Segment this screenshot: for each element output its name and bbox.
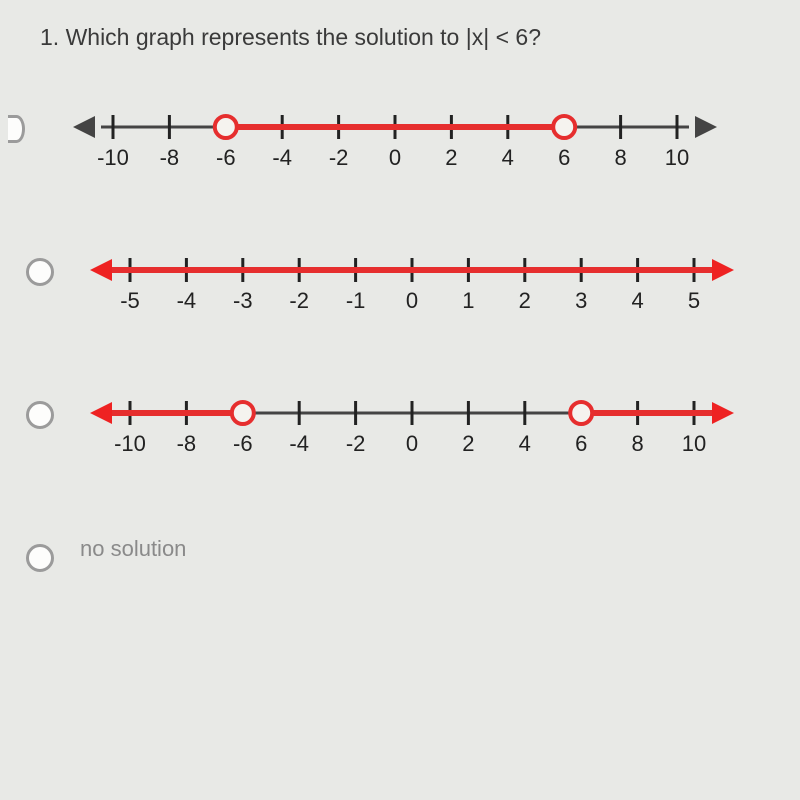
svg-text:-2: -2 — [329, 145, 349, 170]
svg-text:-2: -2 — [346, 431, 366, 456]
svg-text:2: 2 — [445, 145, 457, 170]
svg-text:-3: -3 — [233, 288, 253, 313]
svg-text:-2: -2 — [289, 288, 309, 313]
svg-text:8: 8 — [631, 431, 643, 456]
number-line-3: -10 -8 -6 -4 -2 0 2 4 6 8 10 — [72, 383, 774, 478]
option-4-radio[interactable] — [26, 544, 54, 572]
svg-text:6: 6 — [558, 145, 570, 170]
number-line-1: -10 -8 -6 -4 -2 0 2 4 6 8 10 — [55, 97, 774, 192]
svg-text:-4: -4 — [177, 288, 197, 313]
svg-text:-6: -6 — [233, 431, 253, 456]
svg-text:-5: -5 — [120, 288, 140, 313]
svg-text:2: 2 — [462, 431, 474, 456]
svg-text:0: 0 — [406, 288, 418, 313]
svg-text:4: 4 — [502, 145, 514, 170]
svg-text:0: 0 — [406, 431, 418, 456]
svg-text:0: 0 — [389, 145, 401, 170]
svg-text:-10: -10 — [97, 145, 129, 170]
svg-text:-8: -8 — [177, 431, 197, 456]
svg-text:-10: -10 — [114, 431, 146, 456]
number-line-2: -5 -4 -3 -2 -1 0 1 2 3 4 5 — [72, 240, 774, 335]
svg-text:-6: -6 — [216, 145, 236, 170]
svg-text:-8: -8 — [160, 145, 180, 170]
svg-text:10: 10 — [682, 431, 706, 456]
option-3-radio[interactable] — [26, 401, 54, 429]
option-4-label: no solution — [80, 536, 186, 562]
svg-text:-1: -1 — [346, 288, 366, 313]
svg-text:5: 5 — [688, 288, 700, 313]
option-1-radio[interactable] — [8, 115, 25, 143]
svg-text:8: 8 — [614, 145, 626, 170]
svg-text:10: 10 — [665, 145, 689, 170]
svg-text:-4: -4 — [289, 431, 309, 456]
question-text: 1. Which graph represents the solution t… — [40, 24, 774, 51]
svg-text:1: 1 — [462, 288, 474, 313]
svg-text:4: 4 — [519, 431, 531, 456]
svg-text:4: 4 — [631, 288, 643, 313]
svg-text:3: 3 — [575, 288, 587, 313]
option-2-radio[interactable] — [26, 258, 54, 286]
svg-text:2: 2 — [519, 288, 531, 313]
svg-text:-4: -4 — [272, 145, 292, 170]
svg-text:6: 6 — [575, 431, 587, 456]
